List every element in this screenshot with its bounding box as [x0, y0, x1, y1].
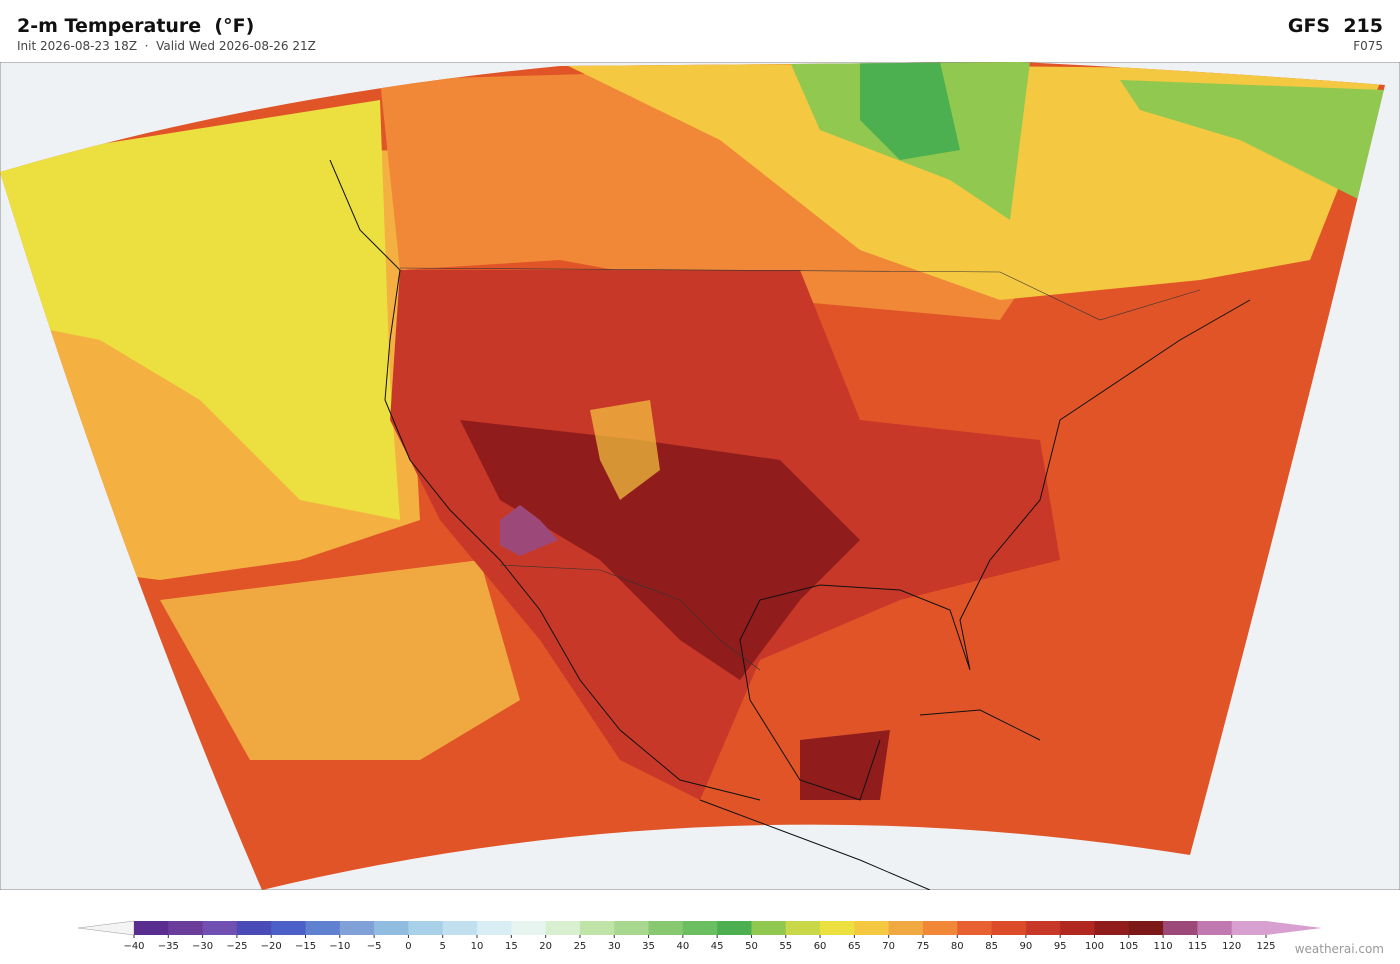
colorbar-tick-label: −35 — [158, 941, 179, 950]
color-bin — [614, 921, 650, 935]
color-bin — [1197, 921, 1233, 935]
borders — [399, 267, 1201, 671]
colorbar-tick-label: −10 — [329, 941, 350, 950]
colorbar-tick-label: 80 — [951, 941, 964, 950]
field-region — [800, 730, 890, 800]
coastlines — [329, 159, 1251, 890]
colorbar-tick-label: −40 — [123, 941, 144, 950]
color-bin — [648, 921, 684, 935]
color-bin — [202, 921, 238, 935]
colorbar-tick-label: 20 — [539, 941, 552, 950]
colorbar-tick-label: −5 — [367, 941, 382, 950]
color-bin — [545, 921, 581, 935]
color-bin — [271, 921, 307, 935]
map-subtitle: Init 2026-08-23 18Z · Valid Wed 2026-08-… — [17, 39, 316, 53]
color-bin — [854, 921, 890, 935]
coastline — [739, 599, 881, 801]
watermark: weatherai.com — [1294, 942, 1384, 956]
color-bin — [1025, 921, 1061, 935]
color-bin — [957, 921, 993, 935]
color-bin — [442, 921, 478, 935]
color-bin — [1094, 921, 1130, 935]
colorbar-tick-label: 0 — [405, 941, 411, 950]
color-bin — [579, 921, 615, 935]
colorbar-tick-label: 40 — [676, 941, 689, 950]
color-bin — [511, 921, 547, 935]
colorbar-tick-label: −25 — [226, 941, 247, 950]
color-bin — [717, 921, 752, 935]
colorbar-tick-label: 115 — [1188, 941, 1207, 950]
colorbar-tick-label: 25 — [574, 941, 587, 950]
colorbar-tick-label: −30 — [192, 941, 213, 950]
field-region — [160, 560, 520, 760]
color-bin — [1128, 921, 1164, 935]
colorbar-tick-label: 105 — [1119, 941, 1138, 950]
colorbar-tick-label: −15 — [295, 941, 316, 950]
field-region — [500, 505, 558, 556]
colorbar-tick-label: 5 — [440, 941, 446, 950]
colorbar-tick-label: 120 — [1222, 941, 1241, 950]
color-bin — [374, 921, 409, 935]
field-region — [0, 100, 400, 520]
color-bin — [1231, 921, 1267, 935]
field-region — [590, 400, 660, 500]
colorbar: −40 −35 −30 −25 −20 −15 −10 −5 0 5 10 15 20 25 30 35 40 4… — [77, 920, 1322, 950]
colorbar-tick-label: 90 — [1020, 941, 1033, 950]
border — [499, 564, 761, 671]
field-region — [1120, 80, 1385, 200]
colorbar-tick-label: 100 — [1085, 941, 1104, 950]
colorbar-tick-label: 55 — [779, 941, 792, 950]
field-region — [860, 62, 960, 160]
color-bin — [751, 921, 787, 935]
colorbar-over — [1266, 921, 1322, 935]
map-title: 2-m Temperature (°F) — [17, 15, 255, 37]
temperature-field — [0, 62, 1385, 890]
colorbar-tick-label: 30 — [608, 941, 621, 950]
model-label: GFS 215 — [1287, 15, 1383, 37]
colorbar-tick-label: 95 — [1054, 941, 1067, 950]
coastline — [329, 159, 761, 801]
colorbar-tick-label: 125 — [1256, 941, 1275, 950]
color-bin — [1060, 921, 1095, 935]
colorbar-tick-label: −20 — [261, 941, 282, 950]
color-bin — [168, 921, 204, 935]
color-bin — [888, 921, 924, 935]
color-bin — [785, 921, 821, 935]
map — [0, 62, 1400, 890]
colorbar-tick-label: 10 — [471, 941, 484, 950]
colorbar-tick-label: 50 — [745, 941, 758, 950]
color-bin — [339, 921, 375, 935]
color-bin — [820, 921, 855, 935]
color-bin — [408, 921, 444, 935]
colorbar-tick-label: 45 — [711, 941, 724, 950]
border — [399, 267, 1201, 321]
colorbar-tick-label: 110 — [1154, 941, 1173, 950]
colorbar-tick-label: 65 — [848, 941, 861, 950]
colorbar-tick-label: 75 — [917, 941, 930, 950]
color-bin — [134, 921, 169, 935]
coastline — [759, 299, 1251, 671]
color-bin — [1163, 921, 1198, 935]
coastline — [919, 709, 1041, 741]
colorbar-tick-label: 35 — [642, 941, 655, 950]
colorbar-tick-label: 60 — [814, 941, 827, 950]
color-bin — [477, 921, 512, 935]
field-region — [460, 420, 860, 680]
color-bin — [922, 921, 958, 935]
color-bin — [305, 921, 341, 935]
color-bin — [236, 921, 272, 935]
forecast-hour: F075 — [1353, 39, 1383, 53]
colorbar-tick-label: 85 — [985, 941, 998, 950]
colorbar-tick-label: 70 — [882, 941, 895, 950]
colorbar-tick-label: 15 — [505, 941, 518, 950]
coastline — [699, 799, 931, 890]
color-bin — [682, 921, 718, 935]
colorbar-under — [77, 920, 135, 936]
color-bin — [991, 921, 1027, 935]
